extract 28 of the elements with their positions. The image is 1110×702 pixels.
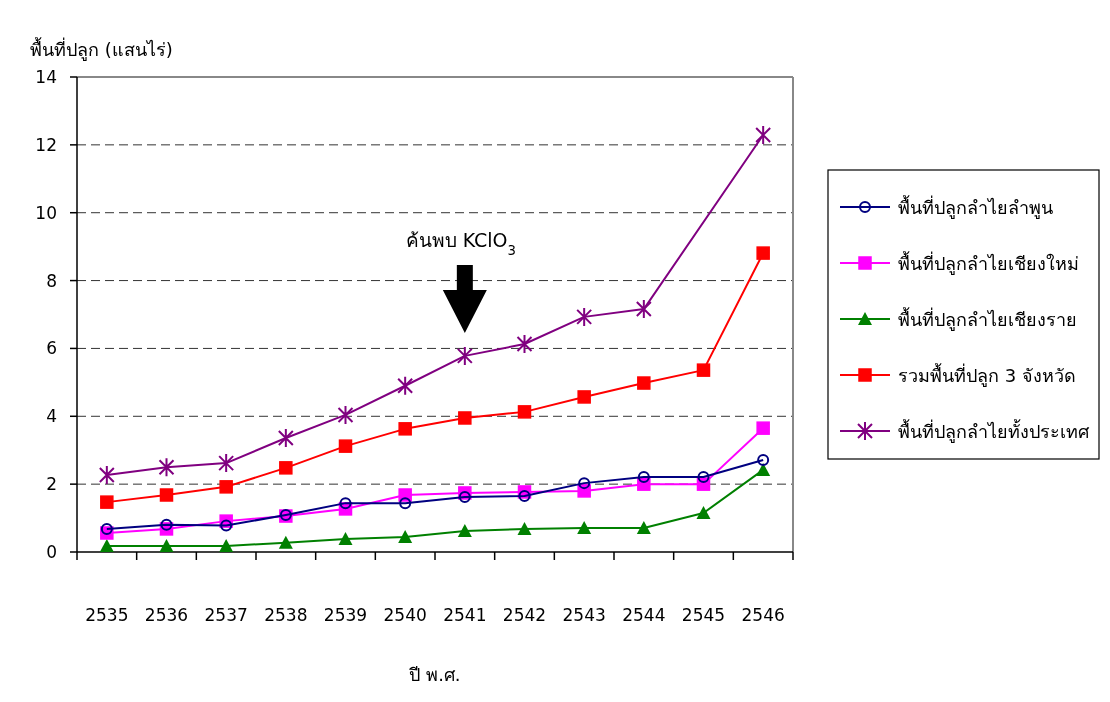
legend-label: รวมพื้นที่ปลูก 3 จังหวัด [898, 362, 1076, 387]
y-tick-label: 10 [35, 202, 57, 223]
y-tick-label: 12 [35, 134, 57, 155]
x-tick-label: 2539 [323, 605, 368, 625]
y-tick-label: 6 [46, 338, 57, 359]
y-tick-label: 8 [46, 270, 57, 291]
x-tick-label: 2543 [562, 605, 606, 625]
x-tick-label: 2538 [264, 605, 308, 625]
legend-label: พื้นที่ปลูกลำไยเชียงใหม่ [898, 250, 1079, 275]
y-tick-label: 4 [46, 406, 57, 427]
y-tick-label: 2 [46, 474, 57, 495]
legend-label: พื้นที่ปลูกลำไยทั้งประเทศ [898, 418, 1090, 443]
y-axis-title: พื้นที่ปลูก (แสนไร่) [30, 37, 173, 61]
x-axis-title: ปี พ.ศ. [409, 664, 461, 685]
legend-label: พื้นที่ปลูกลำไยลำพูน [898, 194, 1053, 219]
y-tick-label: 14 [35, 67, 57, 87]
x-tick-label: 2537 [204, 605, 248, 625]
x-tick-label: 2545 [681, 605, 726, 625]
x-tick-label: 2542 [502, 605, 547, 625]
x-tick-label: 2540 [383, 605, 427, 625]
x-tick-label: 2546 [741, 605, 785, 625]
x-tick-label: 2544 [622, 605, 666, 625]
legend-label: พื้นที่ปลูกลำไยเชียงราย [898, 306, 1077, 331]
x-tick-label: 2536 [144, 605, 189, 625]
y-tick-label: 0 [46, 542, 57, 562]
annotation: ค้นพบ KClO$_{3}$ [405, 229, 517, 258]
x-tick-label: 2535 [85, 605, 129, 625]
x-tick-label: 2541 [443, 605, 487, 625]
